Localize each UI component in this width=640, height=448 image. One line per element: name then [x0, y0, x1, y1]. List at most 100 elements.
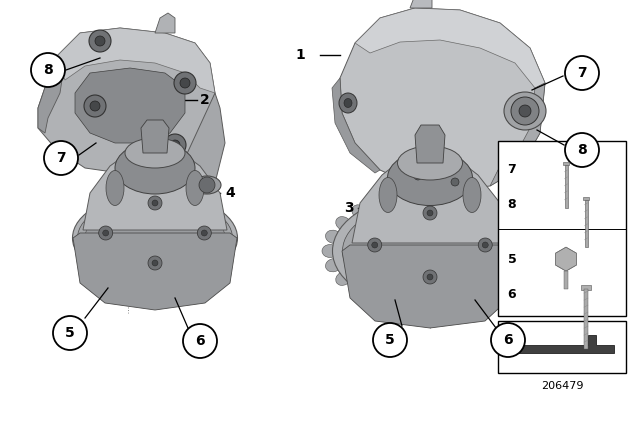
Circle shape [174, 72, 196, 94]
Polygon shape [490, 83, 545, 186]
Polygon shape [73, 233, 237, 310]
Bar [498, 321, 626, 373]
Ellipse shape [473, 291, 487, 306]
Ellipse shape [115, 142, 195, 194]
Ellipse shape [77, 197, 232, 279]
Ellipse shape [352, 205, 367, 220]
Circle shape [414, 172, 422, 180]
Ellipse shape [333, 194, 527, 309]
Polygon shape [83, 143, 227, 230]
Polygon shape [556, 247, 577, 271]
Text: 7: 7 [508, 164, 516, 177]
Circle shape [202, 230, 207, 236]
Polygon shape [352, 151, 508, 243]
Ellipse shape [473, 196, 487, 211]
Ellipse shape [397, 146, 463, 180]
Circle shape [180, 78, 190, 88]
Polygon shape [355, 8, 545, 88]
Text: 8: 8 [577, 143, 587, 157]
Circle shape [170, 140, 180, 150]
Circle shape [148, 196, 162, 210]
Text: 2: 2 [200, 93, 210, 107]
Polygon shape [75, 68, 185, 143]
Polygon shape [415, 125, 445, 163]
Ellipse shape [379, 177, 397, 212]
Circle shape [102, 230, 109, 236]
Circle shape [372, 242, 378, 248]
Circle shape [89, 30, 111, 52]
Circle shape [31, 53, 65, 87]
Circle shape [197, 226, 211, 240]
Bar [584, 200, 588, 247]
Bar [564, 271, 568, 289]
Ellipse shape [493, 205, 508, 220]
Polygon shape [38, 28, 215, 173]
Text: 6: 6 [195, 334, 205, 348]
Circle shape [565, 133, 599, 167]
Ellipse shape [509, 271, 524, 285]
Circle shape [183, 324, 217, 358]
Circle shape [491, 323, 525, 357]
Ellipse shape [373, 291, 387, 306]
Text: 1: 1 [295, 48, 305, 62]
Bar [583, 197, 589, 200]
Text: 8: 8 [43, 63, 53, 77]
Ellipse shape [463, 177, 481, 212]
Ellipse shape [344, 99, 352, 108]
Text: 5: 5 [385, 333, 395, 347]
Circle shape [44, 141, 78, 175]
Text: 206479: 206479 [541, 381, 583, 391]
Circle shape [84, 95, 106, 117]
Ellipse shape [342, 201, 518, 301]
Ellipse shape [518, 258, 534, 272]
Ellipse shape [509, 216, 524, 230]
Ellipse shape [373, 196, 387, 211]
Text: 7: 7 [577, 66, 587, 80]
Ellipse shape [106, 171, 124, 206]
Polygon shape [155, 13, 175, 33]
Bar [584, 289, 588, 349]
Polygon shape [340, 8, 545, 190]
Polygon shape [55, 28, 215, 93]
Circle shape [427, 274, 433, 280]
Circle shape [409, 167, 427, 185]
Ellipse shape [522, 245, 538, 258]
Text: 5: 5 [65, 326, 75, 340]
Ellipse shape [72, 193, 237, 283]
Circle shape [565, 56, 599, 90]
Ellipse shape [424, 298, 436, 314]
Circle shape [446, 173, 464, 191]
Circle shape [148, 256, 162, 270]
Ellipse shape [504, 92, 546, 130]
Ellipse shape [193, 176, 221, 194]
Bar [563, 162, 569, 165]
Circle shape [373, 323, 407, 357]
Circle shape [95, 36, 105, 46]
Circle shape [483, 242, 488, 248]
Ellipse shape [397, 190, 411, 206]
Ellipse shape [125, 138, 185, 168]
Circle shape [164, 134, 186, 156]
Bar [564, 165, 568, 208]
Text: 6: 6 [508, 288, 516, 301]
Text: 3: 3 [344, 201, 354, 215]
Ellipse shape [85, 201, 225, 275]
Polygon shape [38, 58, 65, 133]
Circle shape [427, 210, 433, 216]
Circle shape [451, 178, 459, 186]
Circle shape [368, 238, 381, 252]
Ellipse shape [449, 296, 463, 312]
Circle shape [99, 226, 113, 240]
Polygon shape [342, 245, 518, 328]
Ellipse shape [449, 190, 463, 206]
Text: 8: 8 [508, 198, 516, 211]
Circle shape [423, 270, 437, 284]
Bar [581, 285, 591, 290]
Text: 5: 5 [508, 253, 516, 266]
Ellipse shape [336, 271, 351, 285]
Ellipse shape [339, 93, 357, 113]
Ellipse shape [424, 188, 436, 204]
Polygon shape [410, 0, 432, 8]
Ellipse shape [326, 230, 341, 243]
Text: 6: 6 [503, 333, 513, 347]
